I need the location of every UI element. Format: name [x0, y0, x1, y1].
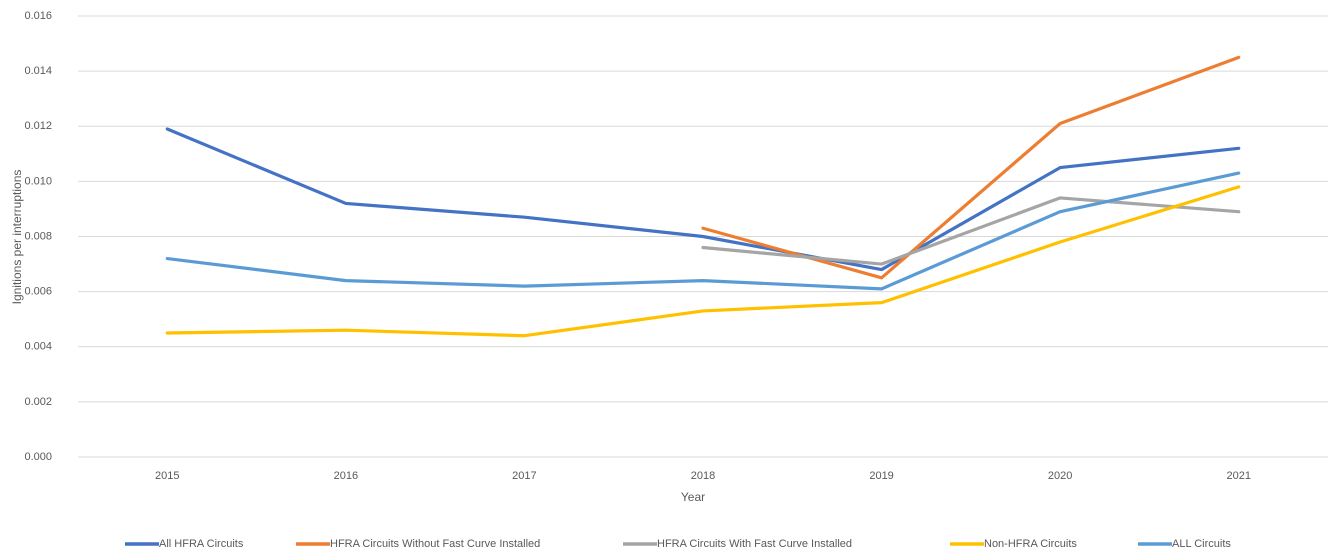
y-tick-label: 0.010 — [24, 175, 52, 187]
x-tick-label: 2021 — [1226, 470, 1250, 482]
x-tick-label: 2017 — [512, 470, 536, 482]
series-line — [165, 171, 1241, 291]
x-tick-label: 2016 — [334, 470, 358, 482]
series-line — [701, 55, 1241, 280]
y-axis-label: Ignitions per interruptions — [10, 170, 24, 305]
x-tick-label: 2020 — [1048, 470, 1072, 482]
legend-label: HFRA Circuits With Fast Curve Installed — [657, 538, 852, 550]
legend-label: ALL Circuits — [1172, 538, 1231, 550]
x-tick-label: 2015 — [155, 470, 179, 482]
x-tick-label: 2019 — [869, 470, 893, 482]
y-tick-label: 0.004 — [24, 341, 52, 353]
series-line — [165, 185, 1241, 338]
legend-label: All HFRA Circuits — [159, 538, 244, 550]
x-tick-label: 2018 — [691, 470, 715, 482]
y-tick-label: 0.006 — [24, 286, 52, 298]
y-tick-label: 0.000 — [24, 451, 52, 463]
legend-label: HFRA Circuits Without Fast Curve Install… — [330, 538, 540, 550]
y-tick-label: 0.012 — [24, 120, 52, 132]
legend-label: Non-HFRA Circuits — [984, 538, 1077, 550]
y-tick-label: 0.002 — [24, 396, 52, 408]
series-line — [701, 196, 1241, 266]
x-axis-label: Year — [681, 490, 705, 504]
y-tick-label: 0.016 — [24, 10, 52, 22]
y-tick-label: 0.008 — [24, 230, 52, 242]
y-tick-label: 0.014 — [24, 65, 52, 77]
series-line — [165, 127, 1241, 272]
